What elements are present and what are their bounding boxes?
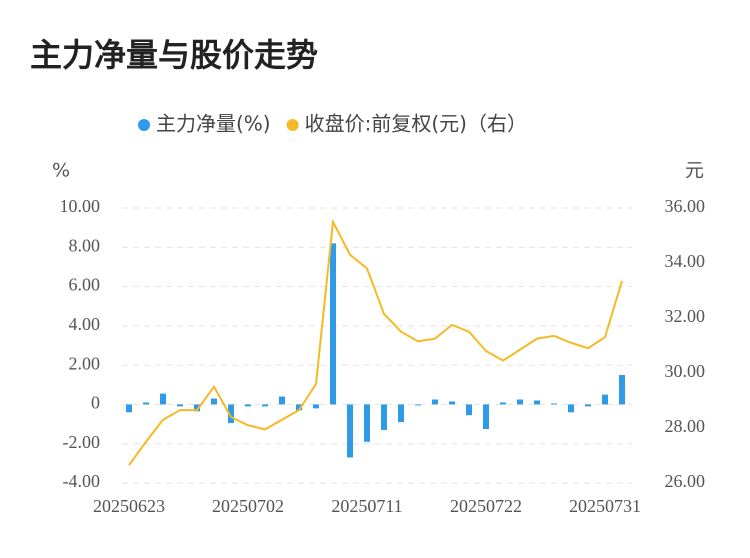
y-axis-unit: % <box>52 160 70 182</box>
bar <box>262 404 268 407</box>
bar <box>585 404 591 407</box>
bar <box>619 374 625 405</box>
y2-tick-label: 30.00 <box>665 361 706 381</box>
y-tick-label: -2.00 <box>63 432 101 452</box>
y2-tick-label: 32.00 <box>665 306 706 326</box>
x-tick-label: 20250731 <box>569 496 641 516</box>
bar <box>534 400 540 405</box>
bar <box>245 404 251 407</box>
bar <box>517 399 523 405</box>
bar <box>194 404 200 412</box>
bar <box>160 393 166 405</box>
y2-tick-label: 36.00 <box>665 196 706 216</box>
bar <box>415 404 421 406</box>
bar <box>177 404 183 407</box>
legend-label: 收盘价:前复权(元)（右） <box>305 112 527 136</box>
x-tick-label: 20250623 <box>93 496 165 516</box>
bar <box>449 401 455 405</box>
bar <box>381 404 387 430</box>
bar <box>432 399 438 405</box>
legend-marker <box>138 119 150 131</box>
y-tick-label: 10.00 <box>60 196 101 216</box>
bar <box>228 404 234 424</box>
legend-label: 主力净量(%) <box>156 112 271 136</box>
price-line <box>128 218 623 466</box>
bar <box>279 396 285 405</box>
y2-tick-label: 26.00 <box>665 471 706 491</box>
chart-title: 主力净量与股价走势 <box>30 36 318 74</box>
bar <box>313 404 319 409</box>
y2-tick-label: 34.00 <box>665 251 706 271</box>
bar <box>398 404 404 423</box>
x-tick-label: 20250702 <box>212 496 284 516</box>
legend-marker <box>286 119 299 131</box>
bar <box>483 404 489 429</box>
x-tick-label: 20250711 <box>331 496 402 516</box>
y-tick-label: 2.00 <box>69 353 101 373</box>
y-tick-label: 8.00 <box>69 235 101 255</box>
bar <box>602 394 608 405</box>
y2-axis-unit: 元 <box>685 160 704 182</box>
bar <box>296 404 302 411</box>
y-tick-label: 6.00 <box>69 275 101 295</box>
y-tick-label: -4.00 <box>63 471 101 491</box>
bar <box>500 402 506 405</box>
bar <box>347 404 353 458</box>
bar <box>211 398 217 405</box>
y2-tick-label: 28.00 <box>665 416 706 436</box>
bar <box>143 402 149 405</box>
bar <box>330 243 336 405</box>
x-tick-label: 20250722 <box>450 496 522 516</box>
y-tick-label: 0 <box>91 393 100 413</box>
bar <box>364 404 370 442</box>
bar <box>466 404 472 416</box>
y-tick-label: 4.00 <box>69 314 101 334</box>
bar <box>551 403 557 405</box>
bar <box>126 404 132 413</box>
bar <box>568 404 574 413</box>
